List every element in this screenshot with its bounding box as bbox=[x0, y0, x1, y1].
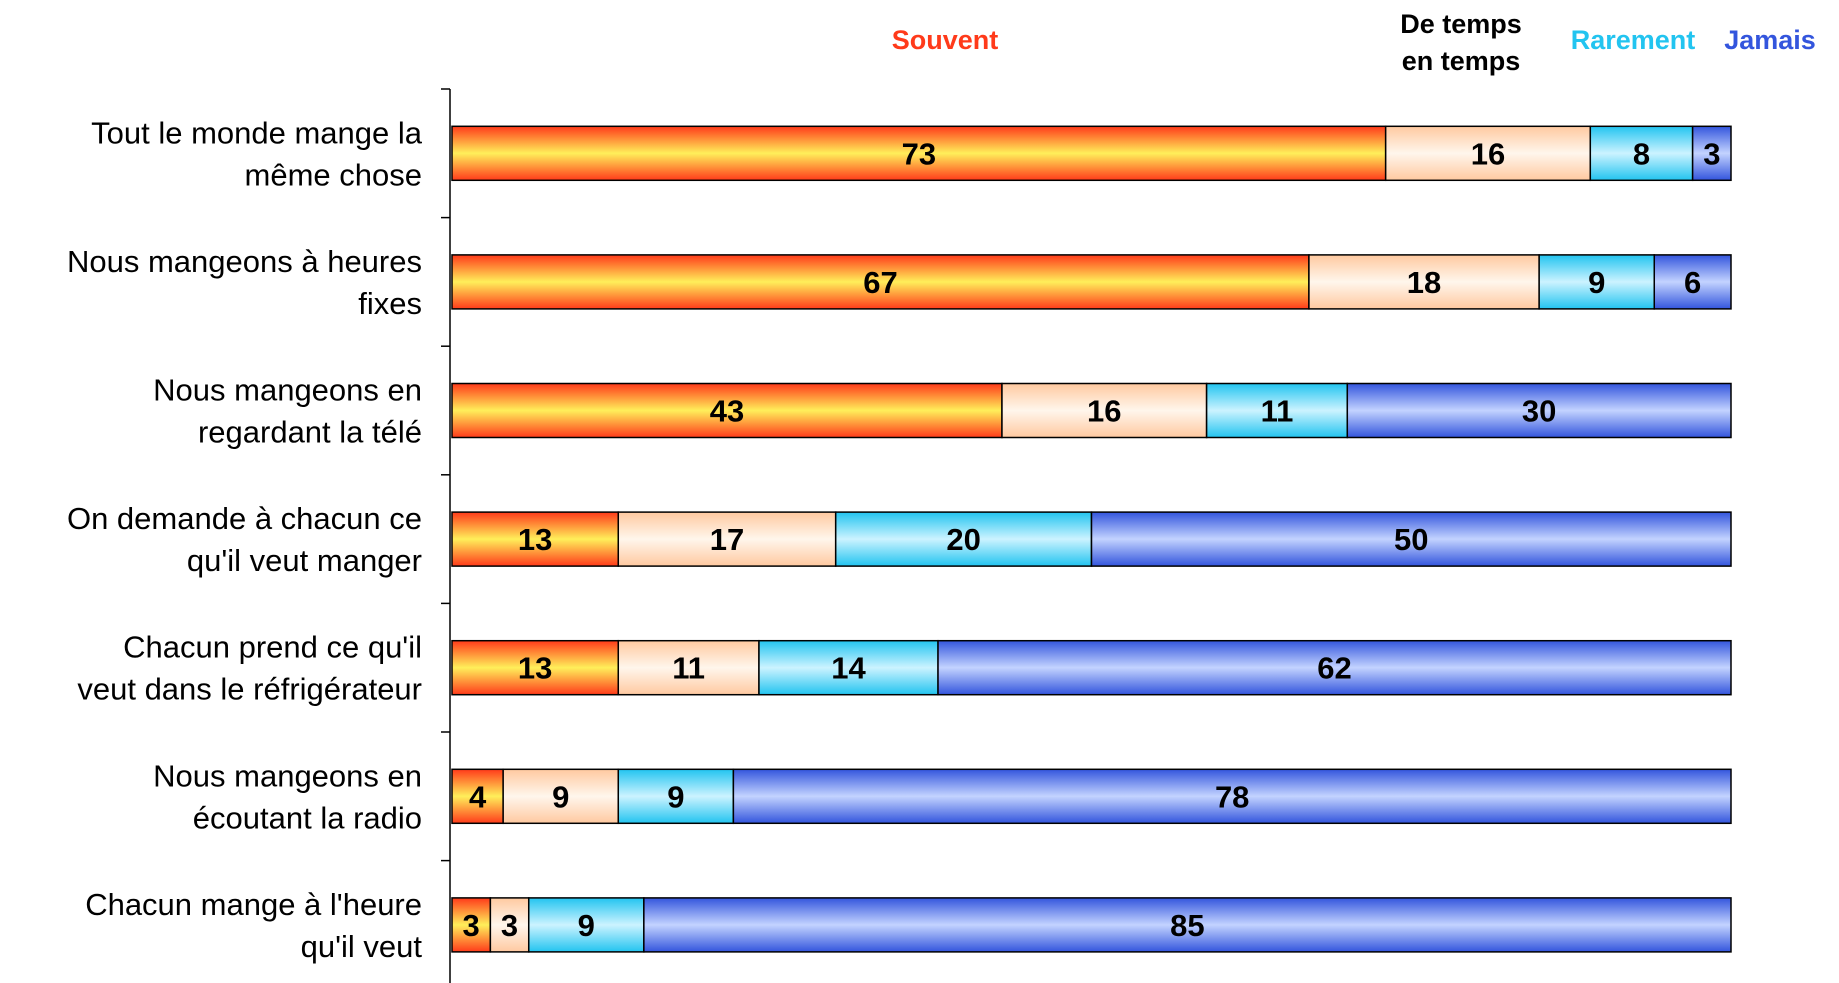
bar-segment bbox=[1090, 511, 1732, 567]
legend-item: Jamais bbox=[1724, 25, 1816, 55]
bar-segment bbox=[527, 897, 645, 953]
data-label: 78 bbox=[1215, 779, 1249, 814]
data-label: 20 bbox=[946, 522, 980, 557]
category-label: veut dans le réfrigérateur bbox=[77, 672, 422, 707]
bar-segment bbox=[1538, 254, 1656, 310]
bar-segment bbox=[1308, 254, 1540, 310]
category-label: qu'il veut manger bbox=[187, 543, 422, 578]
category-label: même chose bbox=[245, 157, 422, 192]
data-label: 8 bbox=[1633, 136, 1650, 171]
data-label: 18 bbox=[1407, 265, 1441, 300]
category-label: Tout le monde mange la bbox=[91, 115, 423, 150]
category-label: Chacun mange à l'heure bbox=[85, 887, 422, 922]
category-label: On demande à chacun ce bbox=[67, 501, 422, 536]
data-label: 3 bbox=[501, 908, 518, 943]
bar-segment bbox=[732, 768, 1732, 825]
data-label: 30 bbox=[1522, 394, 1556, 429]
data-label: 16 bbox=[1087, 394, 1121, 429]
data-label: 13 bbox=[518, 522, 552, 557]
data-label: 3 bbox=[1703, 136, 1720, 171]
data-label: 17 bbox=[710, 522, 744, 557]
data-label: 9 bbox=[1588, 265, 1605, 300]
data-label: 13 bbox=[518, 651, 552, 686]
data-label: 50 bbox=[1394, 522, 1428, 557]
bar-segment bbox=[834, 511, 1093, 567]
category-label: écoutant la radio bbox=[193, 800, 422, 835]
bar-segment bbox=[617, 768, 735, 825]
category-label: fixes bbox=[358, 286, 422, 321]
data-label: 11 bbox=[1261, 394, 1294, 429]
data-label: 9 bbox=[552, 779, 569, 814]
bar-segment bbox=[451, 897, 492, 953]
legend-item: Rarement bbox=[1571, 25, 1696, 55]
bar-segment bbox=[451, 639, 620, 696]
legend-item: en temps bbox=[1402, 46, 1521, 76]
bar-segment bbox=[451, 125, 1387, 182]
data-label: 9 bbox=[578, 908, 595, 943]
bar-segment bbox=[502, 768, 620, 825]
bar-segment bbox=[489, 897, 530, 953]
bar-segment bbox=[1691, 125, 1732, 182]
data-label: 73 bbox=[902, 136, 936, 171]
data-label: 3 bbox=[463, 908, 480, 943]
bar-segment bbox=[1346, 382, 1732, 439]
bar-segment bbox=[1653, 254, 1732, 310]
legend: Souvent De temps en temps Rarement Jamais bbox=[892, 9, 1816, 76]
data-label: 14 bbox=[831, 651, 866, 686]
data-label: 11 bbox=[672, 651, 705, 686]
bar-segment bbox=[451, 382, 1003, 439]
bar-segment bbox=[1205, 382, 1349, 439]
category-labels: Tout le monde mange la même chose Nous man… bbox=[67, 115, 423, 964]
bar-segment bbox=[937, 639, 1732, 696]
bar-segment bbox=[617, 639, 760, 696]
data-label: 16 bbox=[1471, 136, 1505, 171]
data-label: 85 bbox=[1170, 908, 1204, 943]
category-label: Nous mangeons à heures bbox=[67, 244, 422, 279]
data-label: 9 bbox=[667, 779, 684, 814]
data-label: 67 bbox=[863, 265, 897, 300]
data-label: 62 bbox=[1317, 651, 1351, 686]
bar-segment bbox=[1384, 125, 1592, 182]
bar-segment bbox=[758, 639, 939, 696]
category-label: qu'il veut bbox=[301, 929, 423, 964]
data-label: 43 bbox=[710, 394, 744, 429]
category-label: Nous mangeons en bbox=[153, 373, 422, 408]
data-label: 6 bbox=[1684, 265, 1701, 300]
bar-segment bbox=[451, 511, 620, 567]
legend-item: De temps bbox=[1400, 9, 1522, 39]
category-label: regardant la télé bbox=[198, 415, 422, 450]
bar-segment bbox=[617, 511, 837, 567]
legend-item: Souvent bbox=[892, 25, 999, 55]
y-axis bbox=[441, 88, 451, 983]
category-label: Chacun prend ce qu'il bbox=[123, 630, 422, 665]
bars: 73 16 8 3 67 18 9 6 43 16 11 30 13 17 20 50 13 11 14 62 4 9 9 7… bbox=[451, 125, 1732, 953]
category-label: Nous mangeons en bbox=[153, 758, 422, 793]
bar-segment bbox=[643, 897, 1732, 953]
data-label: 4 bbox=[469, 779, 487, 814]
